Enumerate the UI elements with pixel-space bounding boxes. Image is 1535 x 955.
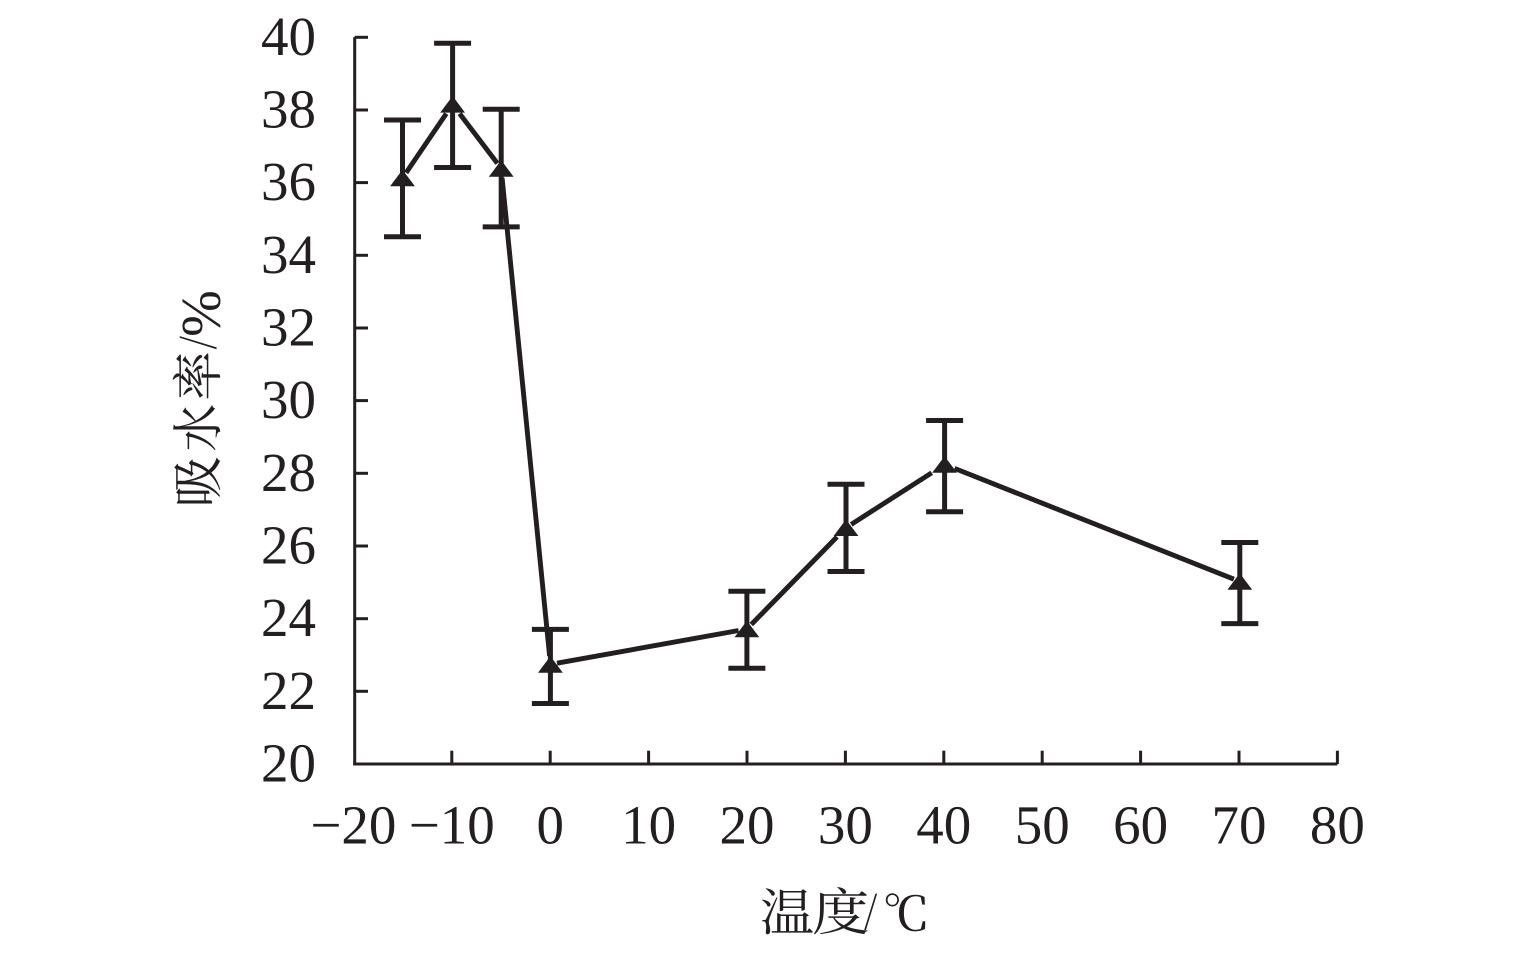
svg-text:28: 28 — [261, 442, 316, 503]
svg-text:60: 60 — [1113, 795, 1168, 856]
svg-text:10: 10 — [621, 795, 676, 856]
svg-text:80: 80 — [1310, 795, 1365, 856]
svg-text:30: 30 — [261, 369, 316, 430]
svg-text:22: 22 — [261, 660, 316, 721]
svg-text:0: 0 — [536, 795, 564, 856]
svg-text:−20: −20 — [310, 795, 396, 856]
svg-text:38: 38 — [261, 79, 316, 140]
svg-text:40: 40 — [261, 6, 316, 67]
svg-text:20: 20 — [261, 733, 316, 794]
svg-text:40: 40 — [916, 795, 971, 856]
svg-text:24: 24 — [261, 587, 316, 648]
svg-text:26: 26 — [261, 515, 316, 576]
svg-text:30: 30 — [818, 795, 873, 856]
svg-text:%: % — [171, 290, 233, 337]
svg-text:50: 50 — [1015, 795, 1070, 856]
svg-text:34: 34 — [261, 224, 316, 285]
svg-text:36: 36 — [261, 151, 316, 212]
svg-text:20: 20 — [720, 795, 775, 856]
svg-text:70: 70 — [1212, 795, 1267, 856]
svg-text:32: 32 — [261, 297, 316, 358]
svg-text:−10: −10 — [409, 795, 495, 856]
